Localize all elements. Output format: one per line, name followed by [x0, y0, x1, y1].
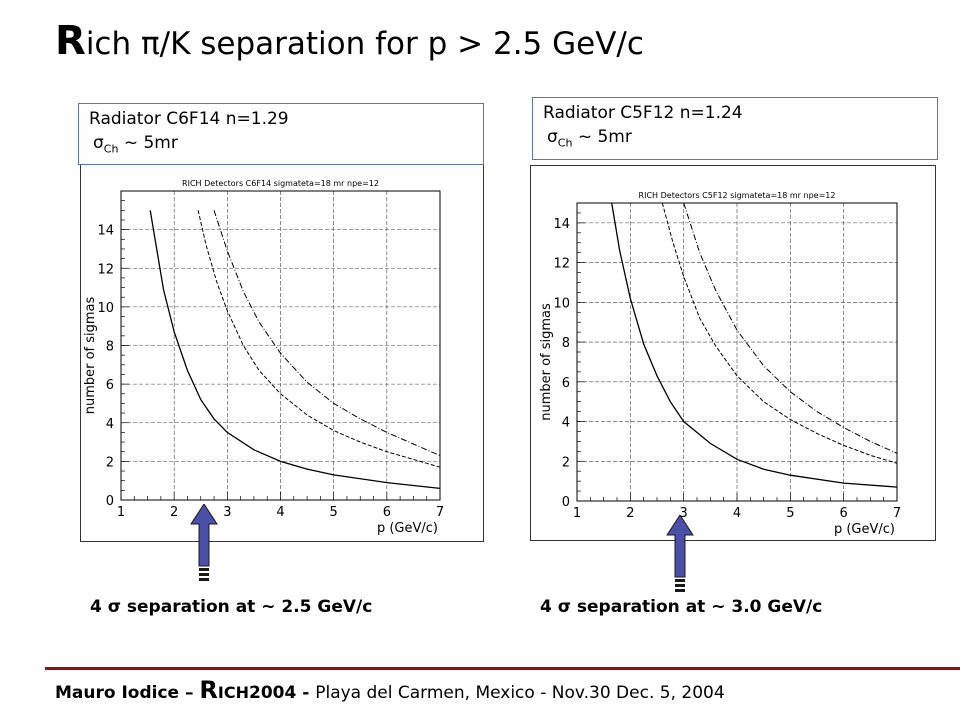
y-tick-label: 2: [562, 455, 570, 470]
x-tick-label: 6: [383, 505, 391, 520]
chart-right: RICH Detectors C5F12 sigmateta=18 mr npe…: [539, 191, 901, 537]
sigma-symbol: σ: [547, 127, 558, 147]
page-title: Rich π/K separation for p > 2.5 GeV/c: [55, 18, 644, 64]
y-tick-label: 4: [106, 417, 114, 432]
y-tick-label: 2: [106, 455, 114, 470]
y-tick-label: 14: [97, 224, 114, 239]
y-axis-label: number of sigmas: [539, 303, 554, 421]
sigma-value: ~ 5mr: [572, 127, 632, 147]
footer-year: 2004 -: [249, 683, 316, 703]
y-tick-label: 8: [562, 336, 570, 351]
x-tick-label: 1: [117, 505, 125, 520]
sigma-subscript: Ch: [103, 142, 119, 156]
arrow-up-icon: [666, 515, 694, 592]
series-line-solid: [149, 210, 441, 490]
sigma-line: σCh ~ 5mr: [543, 125, 937, 155]
sigma-value: ~ 5mr: [118, 133, 178, 153]
y-axis-label: number of sigmas: [83, 296, 98, 414]
y-tick-label: 8: [106, 340, 114, 355]
plot-panel-left: RICH Detectors C6F14 sigmateta=18 mr npe…: [80, 162, 484, 542]
y-tick-label: 0: [106, 494, 114, 509]
x-axis-label: p (GeV/c): [834, 522, 895, 537]
x-axis-label: p (GeV/c): [377, 521, 438, 536]
chart-left: RICH Detectors C6F14 sigmateta=18 mr npe…: [83, 179, 444, 536]
title-big-letter: R: [55, 18, 86, 64]
chart-title: RICH Detectors C6F14 sigmateta=18 mr npe…: [182, 179, 379, 188]
footer-venue: Playa del Carmen, Mexico - Nov.30 Dec. 5…: [315, 683, 725, 703]
radiator-label: Radiator C5F12 n=1.24: [543, 103, 743, 123]
y-tick-label: 12: [553, 257, 570, 272]
x-tick-label: 5: [786, 506, 794, 521]
series-line-dotted: [683, 202, 898, 454]
series-line-solid: [611, 202, 898, 488]
title-text: ich π/K separation for p > 2.5 GeV/c: [85, 26, 644, 62]
series-line-dashed: [197, 210, 441, 468]
y-tick-label: 14: [553, 217, 570, 232]
radiator-label: Radiator C6F14 n=1.29: [89, 109, 289, 129]
x-tick-label: 3: [223, 505, 231, 520]
x-tick-label: 2: [626, 506, 634, 521]
sigma-line: σCh ~ 5mr: [89, 131, 483, 161]
footer-ich: ICH: [217, 683, 249, 702]
x-tick-label: 4: [276, 505, 284, 520]
x-tick-label: 3: [680, 506, 688, 521]
caption-left: 4 σ separation at ~ 2.5 GeV/c: [90, 597, 373, 617]
sigma-symbol: σ: [93, 133, 104, 153]
sigma-subscript: Ch: [557, 136, 573, 150]
footer: Mauro Iodice – RICH2004 - Playa del Carm…: [55, 676, 725, 704]
series-line-dotted: [213, 210, 441, 457]
caption-right: 4 σ separation at ~ 3.0 GeV/c: [540, 597, 823, 617]
y-tick-label: 6: [106, 378, 114, 393]
chart-title: RICH Detectors C5F12 sigmateta=18 mr npe…: [639, 191, 836, 200]
x-tick-label: 4: [733, 506, 741, 521]
arrow-up-icon: [190, 504, 218, 581]
series-line-dashed: [661, 202, 898, 464]
x-tick-label: 1: [573, 506, 581, 521]
x-tick-label: 7: [436, 505, 444, 520]
y-tick-label: 10: [97, 301, 114, 316]
footer-divider: [45, 667, 960, 670]
y-tick-label: 6: [562, 376, 570, 391]
x-tick-label: 5: [330, 505, 338, 520]
footer-author: Mauro Iodice –: [55, 683, 200, 703]
radiator-box-left: Radiator C6F14 n=1.29 σCh ~ 5mr: [78, 103, 484, 165]
y-tick-label: 12: [97, 262, 114, 277]
y-tick-label: 10: [553, 296, 570, 311]
footer-r: R: [199, 676, 218, 704]
x-tick-label: 2: [170, 505, 178, 520]
y-tick-label: 4: [562, 416, 570, 431]
x-tick-label: 7: [893, 506, 901, 521]
y-tick-label: 0: [562, 495, 570, 510]
x-tick-label: 6: [840, 506, 848, 521]
radiator-box-right: Radiator C5F12 n=1.24 σCh ~ 5mr: [532, 97, 938, 160]
plot-panel-right: RICH Detectors C5F12 sigmateta=18 mr npe…: [530, 165, 936, 541]
